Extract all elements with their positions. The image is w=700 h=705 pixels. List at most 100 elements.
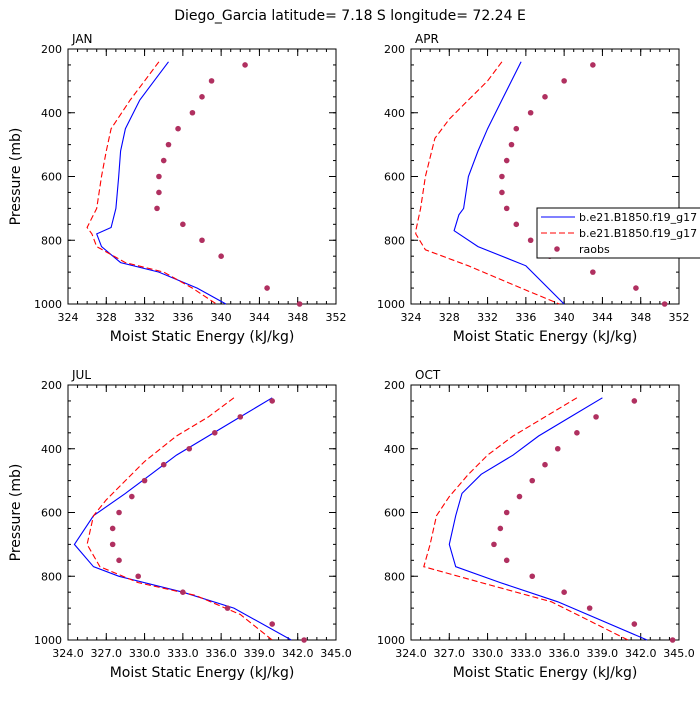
raobs-point: [593, 414, 599, 420]
model-b-line: [415, 61, 560, 305]
raobs-point: [175, 125, 181, 132]
raobs-point: [165, 141, 172, 148]
raobs-point: [116, 557, 122, 564]
y-tick-label: 400: [384, 443, 405, 456]
y-tick-label: 1000: [377, 634, 405, 647]
x-tick-label: 345.0: [663, 647, 695, 660]
raobs-point: [129, 493, 135, 500]
raobs-point: [497, 525, 504, 532]
x-axis-label: Moist Static Energy (kJ/kg): [453, 329, 638, 345]
x-axis-label: Moist Static Energy (kJ/kg): [110, 329, 295, 345]
raobs-point: [301, 637, 307, 643]
raobs-point: [242, 62, 248, 68]
y-tick-label: 600: [384, 507, 405, 520]
x-tick-label: 340: [554, 311, 575, 324]
raobs-point: [160, 461, 167, 468]
raobs-point: [590, 269, 596, 275]
x-tick-label: 339.0: [587, 647, 619, 660]
raobs-point: [513, 125, 520, 132]
model-b-line: [86, 397, 273, 641]
raobs-point: [218, 253, 224, 259]
raobs-point: [199, 94, 205, 100]
panel-title: JAN: [71, 32, 93, 46]
x-tick-label: 324: [58, 311, 79, 324]
figure-title: Diego_Garcia latitude= 7.18 S longitude=…: [174, 8, 526, 24]
x-tick-label: 348: [287, 311, 308, 324]
raobs-point: [527, 109, 534, 116]
raobs-point: [499, 173, 505, 180]
raobs-point: [135, 573, 141, 580]
raobs-point: [503, 557, 510, 564]
x-tick-label: 342.0: [625, 647, 657, 660]
raobs-point: [508, 141, 515, 148]
raobs-point: [561, 589, 567, 595]
raobs-point: [669, 637, 676, 643]
model-a-line: [453, 61, 565, 305]
model-a-line: [96, 61, 227, 305]
x-tick-label: 333.0: [510, 647, 542, 660]
panel-apr: APR 324 328 332 336 340 344 348 352 200 400 600 800 1…: [377, 32, 690, 345]
x-tick-label: 348: [630, 311, 651, 324]
raobs-point: [590, 62, 596, 68]
raobs-point: [561, 78, 567, 84]
x-tick-label: 332: [134, 311, 155, 324]
x-tick-label: 336.0: [548, 647, 580, 660]
y-tick-label: 600: [41, 507, 62, 520]
raobs-point: [491, 541, 497, 548]
x-tick-label: 340: [211, 311, 232, 324]
y-axis-label: Pressure (mb): [8, 464, 24, 562]
x-tick-label: 339.0: [244, 647, 276, 660]
raobs-point: [156, 189, 162, 196]
panels: JAN 324 328 332 336 340 344 348 352 200 400 600 800 1…: [8, 32, 695, 681]
y-tick-label: 400: [41, 443, 62, 456]
y-tick-label: 1000: [377, 298, 405, 311]
y-tick-label: 1000: [34, 634, 62, 647]
raobs-point: [109, 541, 116, 548]
panel-jul: JUL 324.0 327.0 330.0 333.0 336.0 339.0 342.0 34…: [8, 368, 352, 681]
y-tick-label: 600: [384, 171, 405, 184]
x-axis-label: Moist Static Energy (kJ/kg): [110, 665, 295, 681]
raobs-point: [186, 445, 193, 452]
x-tick-label: 324: [401, 311, 422, 324]
raobs-point: [180, 221, 186, 228]
x-tick-label: 336: [172, 311, 193, 324]
x-axis-label: Moist Static Energy (kJ/kg): [453, 665, 638, 681]
raobs-point: [296, 301, 303, 307]
raobs-point: [516, 493, 523, 500]
legend-marker-dot: [554, 246, 560, 252]
x-tick-label: 344: [249, 311, 270, 324]
x-tick-label: 336: [515, 311, 536, 324]
raobs-point: [529, 477, 536, 484]
raobs-point: [631, 621, 638, 627]
x-tick-label: 352: [326, 311, 347, 324]
panel-jan: JAN 324 328 332 336 340 344 348 352 200 400 600 800 1…: [8, 32, 347, 345]
legend-label: raobs: [579, 243, 610, 256]
x-tick-label: 352: [669, 311, 690, 324]
panel-oct: OCT 324.0 327.0 330.0 333.0 336.0 339.0 342.0 34…: [377, 368, 695, 681]
raobs-point: [189, 109, 196, 116]
y-tick-label: 200: [384, 379, 405, 392]
raobs-point: [156, 173, 162, 180]
raobs-point: [160, 157, 167, 164]
x-tick-label: 327.0: [91, 647, 123, 660]
raobs-point: [269, 621, 275, 627]
raobs-point: [529, 573, 536, 580]
x-tick-label: 328: [96, 311, 117, 324]
raobs-point: [269, 398, 275, 404]
x-tick-label: 328: [439, 311, 460, 324]
raobs-point: [264, 285, 270, 291]
x-tick-label: 336.0: [205, 647, 237, 660]
raobs-point: [527, 237, 534, 244]
x-tick-label: 327.0: [434, 647, 466, 660]
raobs-point: [211, 430, 218, 436]
y-tick-label: 800: [384, 570, 405, 583]
raobs-point: [180, 589, 186, 595]
x-tick-label: 332: [477, 311, 498, 324]
x-tick-label: 345.0: [320, 647, 352, 660]
raobs-point: [503, 509, 510, 516]
y-tick-label: 1000: [34, 298, 62, 311]
raobs-point: [154, 205, 160, 212]
x-tick-label: 330.0: [129, 647, 161, 660]
